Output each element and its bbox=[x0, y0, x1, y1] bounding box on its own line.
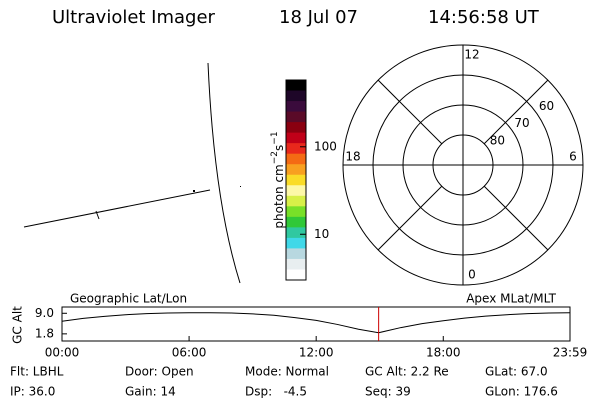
coastline bbox=[23, 189, 211, 228]
colorbar-segment bbox=[286, 164, 306, 176]
colorbar-segment bbox=[286, 185, 306, 197]
date: 18 Jul 07 bbox=[279, 7, 358, 28]
colorbar-segment bbox=[286, 195, 306, 207]
x-tick-label: 18:00 bbox=[426, 346, 461, 360]
info-field: GC Alt: 2.2 Re bbox=[365, 365, 449, 379]
polar-spoke bbox=[483, 79, 549, 145]
info-field: GLat: 67.0 bbox=[485, 365, 548, 379]
polar-spoke bbox=[377, 185, 443, 251]
y-axis-label: GC Alt bbox=[11, 306, 25, 344]
polar-ring-label: 60 bbox=[539, 99, 554, 113]
colorbar-segment bbox=[286, 90, 306, 102]
colorbar-segment bbox=[286, 248, 306, 260]
polar-mlt-label: 18 bbox=[345, 150, 360, 164]
polar-mlt-label: 0 bbox=[468, 268, 476, 282]
colorbar-segment bbox=[286, 111, 306, 123]
info-field: IP: 36.0 bbox=[10, 385, 55, 399]
title: Ultraviolet Imager bbox=[52, 7, 216, 28]
colorbar-segment bbox=[286, 216, 306, 228]
left-label: Geographic Lat/Lon bbox=[70, 292, 187, 306]
y-tick-label: 9.0 bbox=[35, 306, 54, 320]
right-label: Apex MLat/MLT bbox=[466, 292, 556, 306]
colorbar-segment bbox=[286, 237, 306, 249]
x-tick-label: 06:00 bbox=[172, 346, 207, 360]
limb bbox=[207, 62, 241, 284]
altitude-line bbox=[61, 312, 571, 334]
map-dot bbox=[240, 186, 241, 187]
map-fragment bbox=[23, 62, 241, 284]
map-dot bbox=[193, 190, 195, 192]
x-tick-label: 00:00 bbox=[45, 346, 80, 360]
colorbar-segment bbox=[286, 122, 306, 134]
colorbar-segment bbox=[286, 258, 306, 270]
colorbar-frame bbox=[285, 79, 307, 281]
map-tick bbox=[95, 210, 100, 220]
polar-mlt-label: 12 bbox=[464, 48, 479, 62]
info-field: Seq: 39 bbox=[365, 385, 411, 399]
polar-ring-label: 80 bbox=[490, 133, 505, 147]
colorbar-segment bbox=[286, 153, 306, 165]
time: 14:56:58 UT bbox=[428, 7, 540, 28]
info-field: Dsp: -4.5 bbox=[245, 385, 307, 399]
polar-spoke bbox=[377, 79, 443, 145]
info-field: Flt: LBHL bbox=[10, 365, 64, 379]
plot-frame bbox=[61, 306, 571, 342]
colorbar-segment bbox=[286, 101, 306, 113]
colorbar-segment bbox=[286, 227, 306, 239]
x-tick-label: 23:59 bbox=[553, 346, 588, 360]
x-tick-label: 12:00 bbox=[299, 346, 334, 360]
info-field: Gain: 14 bbox=[125, 385, 176, 399]
polar-ring-label: 70 bbox=[514, 116, 529, 130]
colorbar-segment bbox=[286, 132, 306, 144]
colorbar-segment bbox=[286, 80, 306, 92]
colorbar-tick-label: 10 bbox=[314, 227, 329, 241]
colorbar-segment bbox=[286, 206, 306, 218]
info-field: GLon: 176.6 bbox=[485, 385, 558, 399]
colorbar-label: photon cm−2s−1 bbox=[270, 131, 286, 228]
colorbar-segment bbox=[286, 269, 306, 281]
colorbar-tick-label: 100 bbox=[314, 139, 337, 153]
polar-mlt-label: 6 bbox=[569, 150, 577, 164]
info-field: Mode: Normal bbox=[245, 365, 329, 379]
polar-spoke bbox=[483, 185, 549, 251]
y-tick-label: 1.8 bbox=[35, 326, 54, 340]
colorbar-segment bbox=[286, 143, 306, 155]
info-field: Door: Open bbox=[125, 365, 194, 379]
colorbar-segment bbox=[286, 174, 306, 186]
